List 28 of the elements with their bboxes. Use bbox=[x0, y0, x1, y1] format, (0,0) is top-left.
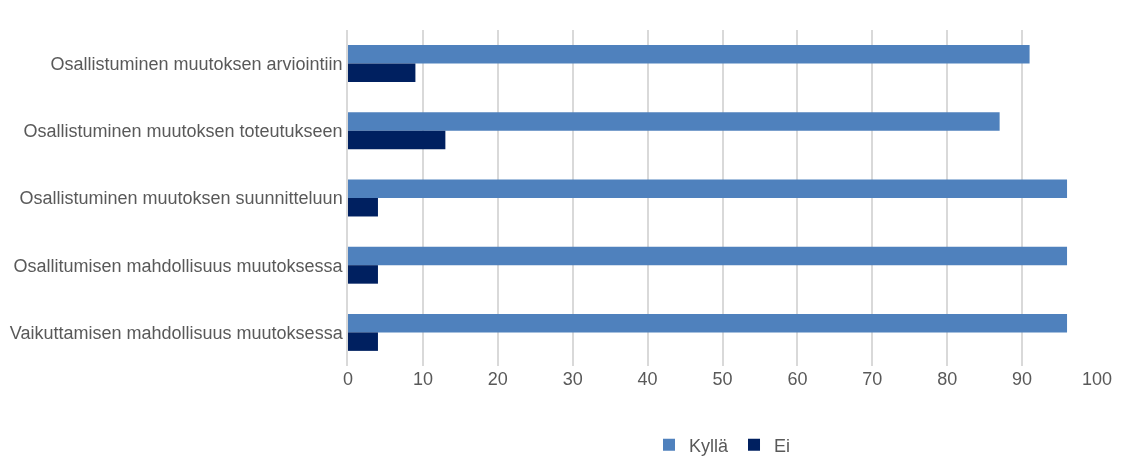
x-tick-label: 50 bbox=[712, 369, 733, 389]
bar bbox=[348, 265, 378, 284]
legend-label: Kyllä bbox=[689, 435, 729, 456]
bar bbox=[348, 112, 1000, 131]
x-tick-label: 10 bbox=[412, 369, 433, 389]
x-tick-label: 60 bbox=[787, 369, 808, 389]
x-tick-label: 40 bbox=[637, 369, 658, 389]
x-tick-label: 70 bbox=[862, 369, 883, 389]
y-tick-label: Osallistuminen muutoksen arviointiin bbox=[50, 53, 343, 74]
bar bbox=[348, 313, 1068, 333]
legend-label: Ei bbox=[774, 435, 791, 456]
y-tick-label: Osallistuminen muutoksen toteutukseen bbox=[23, 121, 343, 142]
x-tick-label: 90 bbox=[1012, 369, 1033, 389]
bar bbox=[348, 332, 378, 351]
y-tick-label: Vaikuttamisen mahdollisuus muutoksessa bbox=[9, 322, 344, 343]
x-tick-label: 20 bbox=[487, 369, 508, 389]
x-tick-label: 30 bbox=[562, 369, 583, 389]
y-tick-label: Osallitumisen mahdollisuus muutoksessa bbox=[13, 255, 344, 276]
bar bbox=[348, 45, 1030, 64]
x-tick-label: 100 bbox=[1081, 369, 1113, 389]
bar bbox=[348, 130, 446, 150]
bar bbox=[348, 246, 1068, 266]
x-tick-label: 0 bbox=[342, 369, 354, 389]
y-tick-label: Osallistuminen muutoksen suunnitteluun bbox=[19, 188, 343, 209]
bar bbox=[348, 179, 1068, 198]
bar bbox=[348, 63, 416, 83]
bar bbox=[348, 198, 378, 217]
x-tick-label: 80 bbox=[937, 369, 958, 389]
